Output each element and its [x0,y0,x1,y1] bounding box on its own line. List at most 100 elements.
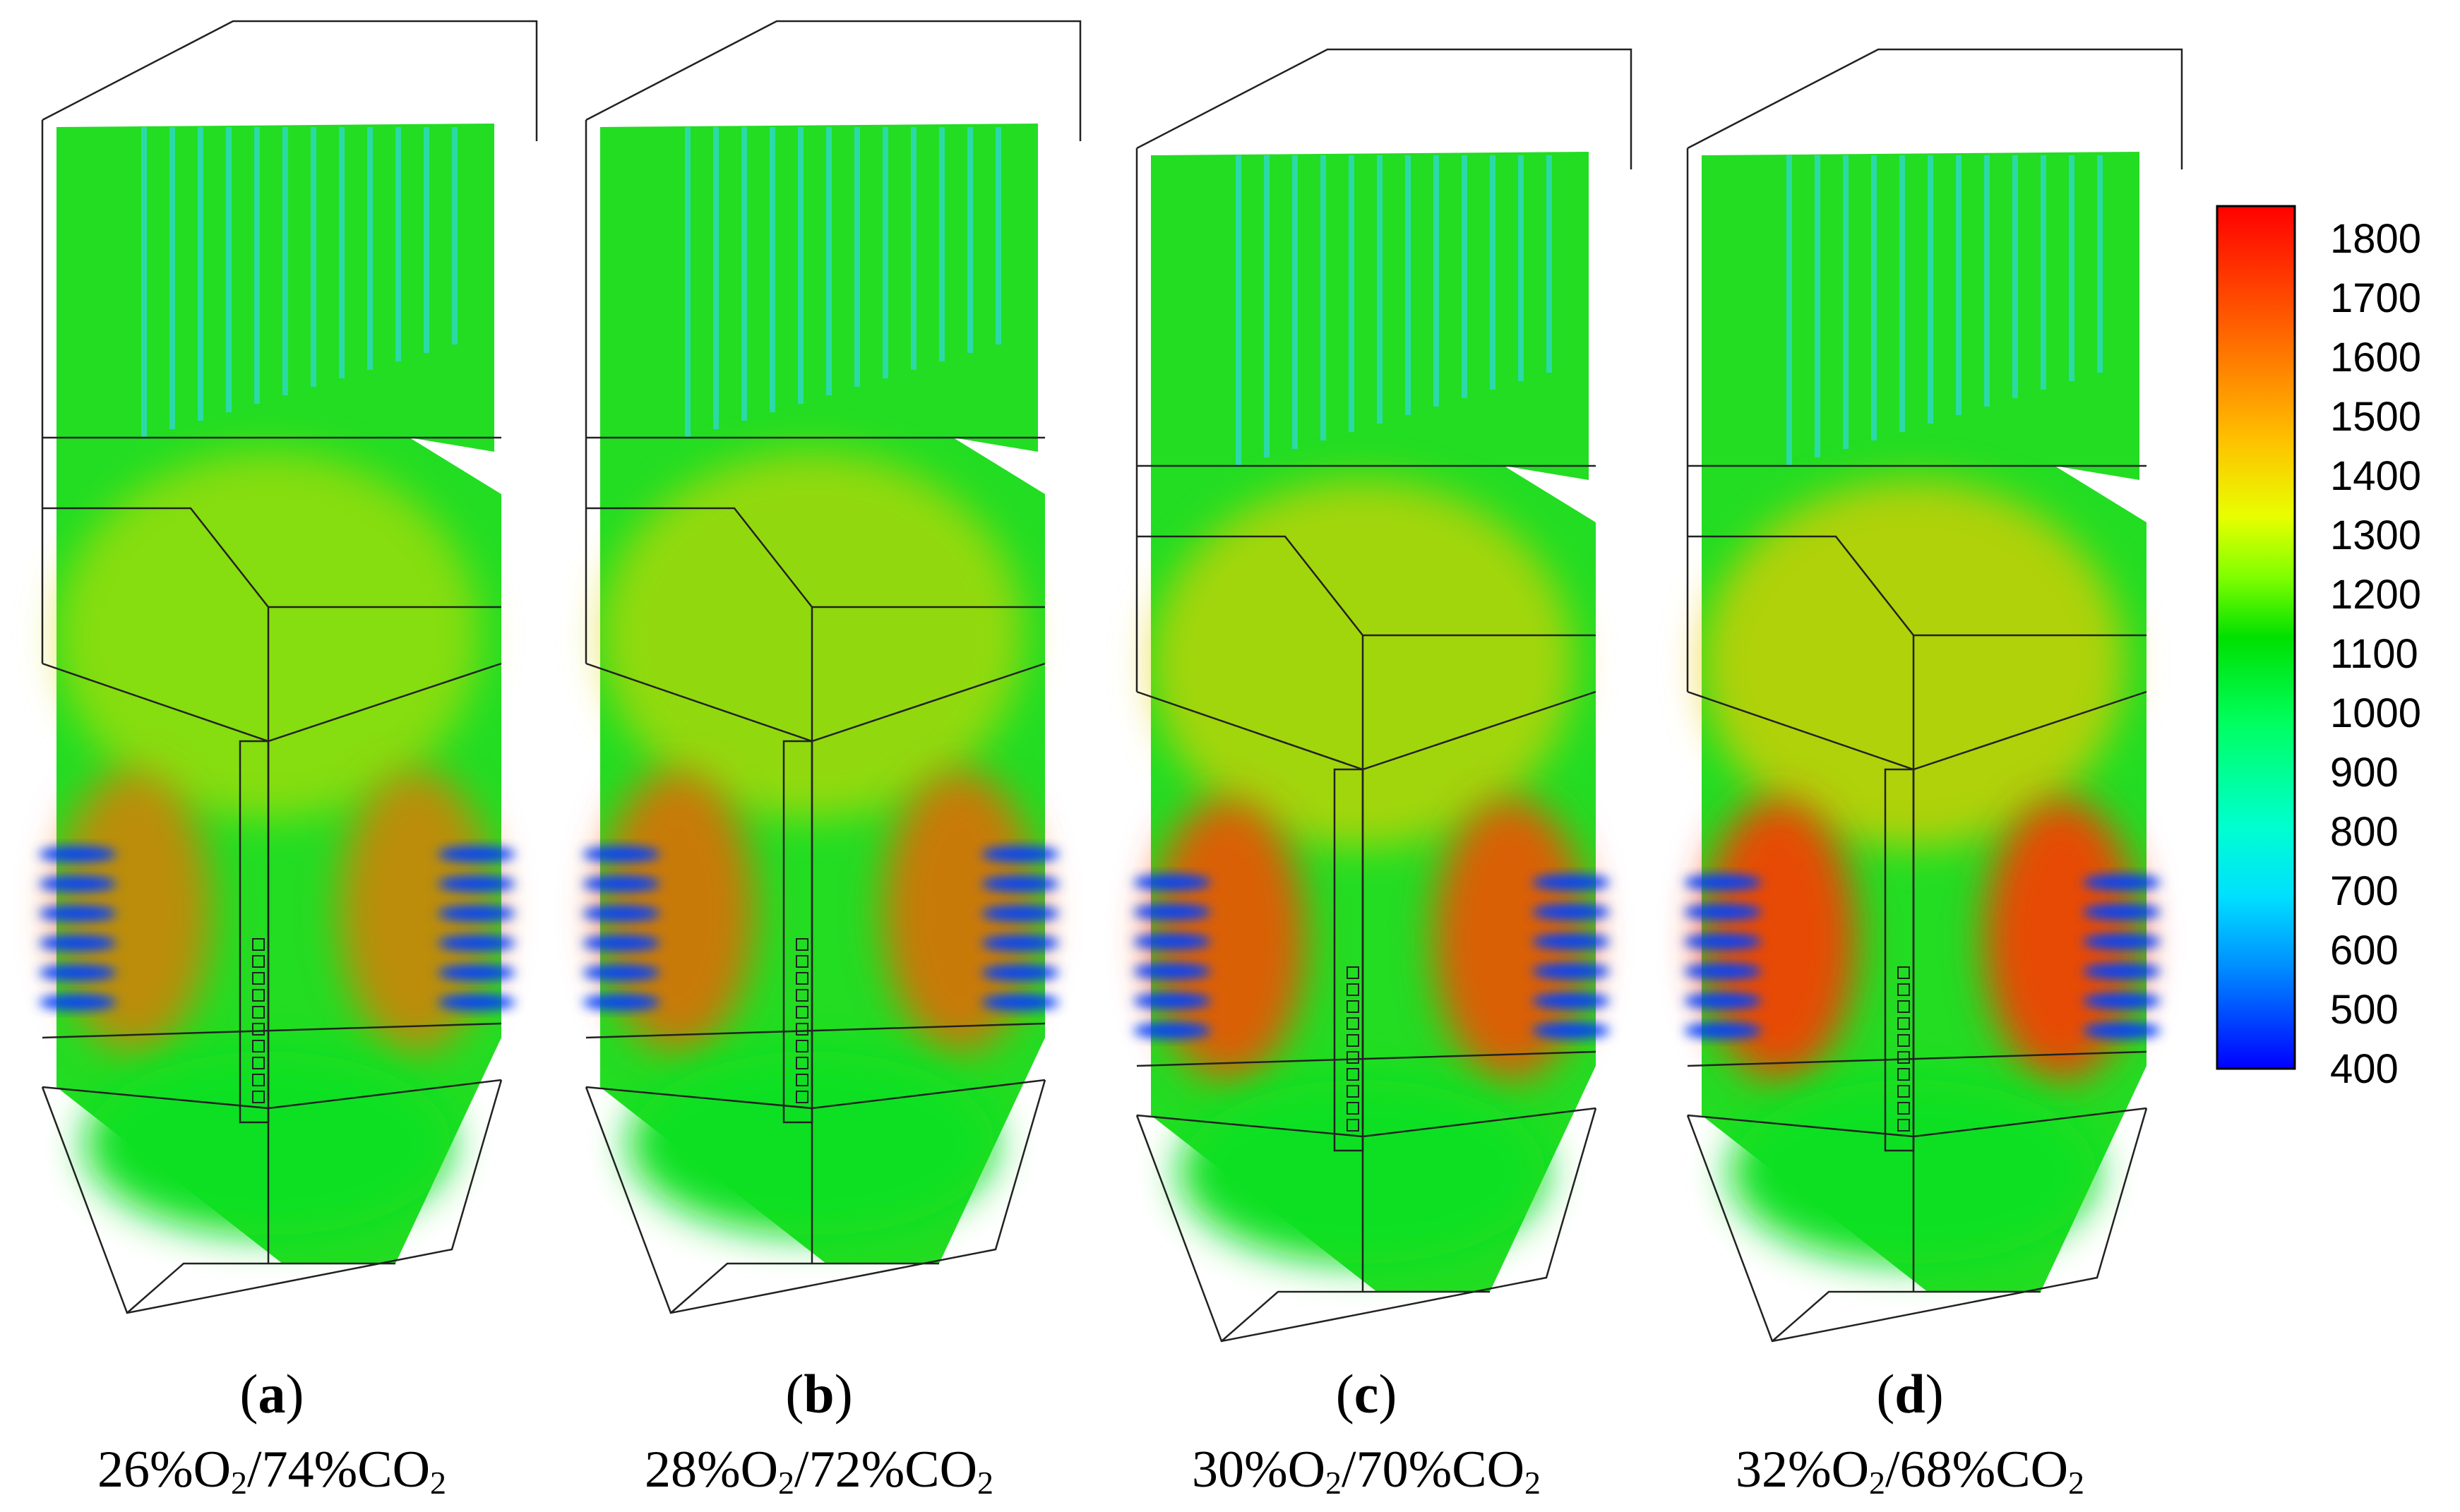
panel-letter-b: (b) [785,1363,853,1424]
burner-jet-left [1684,875,1762,890]
observation-port [252,1057,265,1069]
burner-jet-right [1532,1023,1610,1038]
burner-jet-left [39,876,117,892]
burner-jet-left [1133,993,1211,1009]
heat-exchanger-plate [2097,155,2103,373]
heat-exchanger-plate [770,127,775,412]
burner-jet-right [981,935,1059,951]
heat-exchanger-plate [2069,155,2074,381]
heat-exchanger-plate [339,127,345,378]
observation-port [796,1091,808,1103]
observation-port [252,1074,265,1086]
panel-letter-c: (c) [1335,1363,1397,1424]
heat-exchanger-plate [1956,155,1962,415]
panel-gas-composition-d: 32%O2/68%CO2 [1735,1441,2085,1501]
burner-jet-left [1684,993,1762,1009]
colorbar-tick-label: 1400 [2330,453,2422,499]
heat-exchanger-plate [1843,155,1849,449]
burner-jet-right [2083,875,2161,890]
furnace-wireframe [1884,768,1915,1152]
heat-exchanger-plate [1320,155,1326,440]
observation-port [796,972,808,985]
colorbar-tick-label: 1800 [2330,216,2422,262]
observation-port [1347,1000,1359,1013]
burner-jet-right [981,995,1059,1010]
observation-port [1347,1051,1359,1064]
flame-right [339,769,494,1052]
heat-exchanger-plate [254,127,260,404]
burner-jet-left [1133,904,1211,920]
observation-port [1347,1119,1359,1132]
observation-port [252,1023,265,1036]
observation-port [796,955,808,968]
observation-port [1897,1085,1910,1098]
burner-jet-left [583,965,660,980]
observation-port [252,1006,265,1019]
burner-jet-right [1532,904,1610,920]
heat-exchanger-plate [452,127,458,344]
colorbar-tick-label: 900 [2330,750,2399,796]
burner-jet-left [39,935,117,951]
colorbar-tick-label: 400 [2330,1046,2399,1092]
heat-exchanger-plate [282,127,288,395]
burner-jet-right [981,965,1059,980]
heat-exchanger-plate [2041,155,2046,390]
observation-port [1347,983,1359,996]
burner-jet-left [39,906,117,921]
burner-jet-right [2083,964,2161,979]
flame-right [1984,798,2139,1080]
heat-exchanger-plate [395,127,401,361]
colorbar [2216,205,2296,1070]
observation-port [1897,1119,1910,1132]
burner-jet-left [583,906,660,921]
observation-port [252,955,265,968]
burner-jet-right [981,906,1059,921]
heat-exchanger-plate [1236,155,1241,466]
observation-port [1347,1034,1359,1047]
heat-exchanger-plate [996,127,1001,344]
furnace-panel-a [39,20,538,1314]
flame-left [56,769,212,1052]
heat-exchanger-plate [1928,155,1933,424]
furnace-panel-b [583,20,1082,1314]
burner-jet-right [438,995,515,1010]
flame-right [1433,798,1589,1080]
observation-port [796,1057,808,1069]
heat-exchanger-plate [1984,155,1990,407]
flame-left [1151,798,1306,1080]
colorbar-tick-label: 500 [2330,987,2399,1033]
heat-exchanger-plate [854,127,860,387]
colorbar-tick-label: 1700 [2330,275,2422,321]
colorbar-tick-label: 800 [2330,809,2399,855]
heat-exchanger-plate [198,127,203,421]
heat-exchanger-plate [798,127,804,404]
panel-letter-d: (d) [1876,1363,1944,1424]
colorbar-tick-label: 1000 [2330,690,2422,736]
observation-port [796,1040,808,1052]
heat-exchanger-plate [311,127,316,387]
flame-left [1702,798,1857,1080]
burner-jet-left [1684,904,1762,920]
colorbar-tick-label: 600 [2330,928,2399,973]
burner-jet-left [583,935,660,951]
observation-port [1897,1034,1910,1047]
burner-jet-right [2083,1023,2161,1038]
heat-exchanger-plate [169,127,175,429]
observation-port [796,1006,808,1019]
observation-port [1897,1000,1910,1013]
colorbar-tick-label: 1100 [2330,631,2418,677]
panel-gas-composition-b: 28%O2/72%CO2 [644,1441,994,1501]
observation-port [796,938,808,951]
burner-jet-left [1133,964,1211,979]
burner-jet-left [1133,875,1211,890]
heat-exchanger-plate [1490,155,1495,390]
observation-port [252,972,265,985]
heat-exchanger-plate [1349,155,1354,432]
furnace-wireframe [1333,768,1364,1152]
heat-exchanger-plate [1786,155,1792,466]
burner-jet-left [39,846,117,862]
heat-exchanger-plate [1433,155,1439,407]
observation-port [1347,1102,1359,1115]
observation-port [252,1091,265,1103]
